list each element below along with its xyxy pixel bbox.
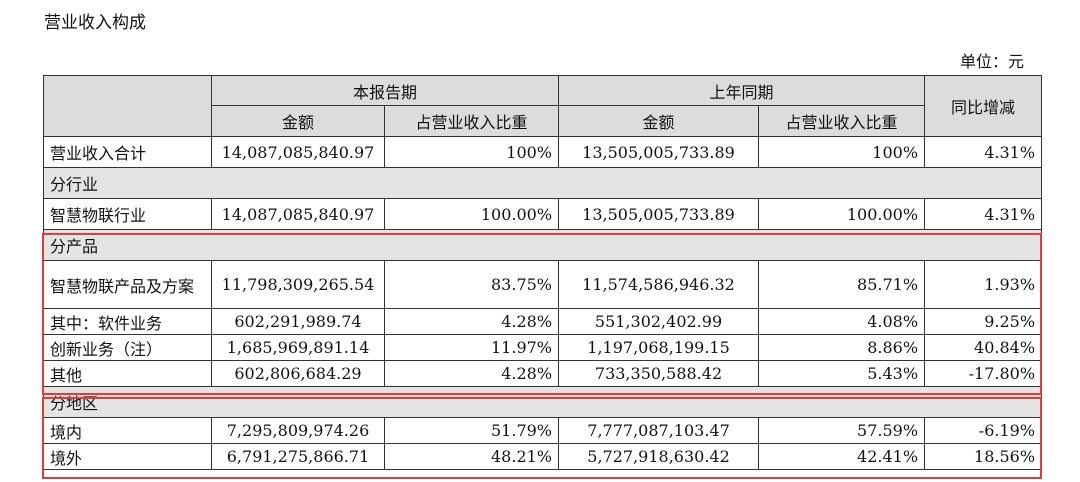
header-yoy: 同比增减 (924, 75, 1043, 137)
revenue-table: 本报告期 上年同期 同比增减 金额 占营业收入比重 金额 占营业收入比重 营业收… (42, 75, 1043, 470)
cur-share-cell: 51.79% (383, 417, 560, 444)
pri-share-cell: 8.86% (758, 334, 926, 361)
table-row: 境外 6,791,275,866.71 48.21% 5,727,918,630.42… (43, 443, 1043, 470)
section-label: 分地区 (42, 386, 1043, 418)
cur-share-cell: 100.00% (383, 198, 560, 230)
header-pri-share: 占营业收入比重 (758, 105, 926, 137)
section-row: 分地区 (42, 386, 1043, 418)
cur-amount-cell: 6,791,275,866.71 (211, 443, 385, 470)
cur-amount-cell: 14,087,085,840.97 (211, 136, 385, 168)
pri-share-cell: 42.41% (758, 443, 926, 470)
pri-amount-cell: 5,727,918,630.42 (558, 443, 760, 470)
row-label: 其中：软件业务 (43, 308, 212, 335)
page-title: 营业收入构成 (44, 13, 146, 33)
row-label: 智慧物联行业 (43, 198, 212, 230)
pri-share-cell: 100% (758, 136, 926, 168)
cur-amount-cell: 602,291,989.74 (211, 308, 385, 335)
row-label: 创新业务（注） (43, 334, 212, 361)
row-label: 境内 (43, 417, 212, 444)
section-label: 分行业 (42, 167, 1043, 199)
table-row: 创新业务（注） 1,685,969,891.14 11.97% 1,197,068,1… (43, 334, 1043, 361)
table-row: 智慧物联产品及方案 11,798,309,265.54 83.75% 11,574,5… (43, 260, 1043, 309)
cur-amount-cell: 11,798,309,265.54 (211, 260, 385, 309)
header-row-2: 金额 占营业收入比重 金额 占营业收入比重 (44, 105, 1042, 137)
pri-amount-cell: 733,350,588.42 (558, 360, 760, 387)
pri-share-cell: 4.08% (758, 308, 926, 335)
cur-share-cell: 4.28% (383, 308, 560, 335)
section-row: 分产品 (42, 229, 1043, 261)
cur-amount-cell: 7,295,809,974.26 (211, 417, 385, 444)
yoy-cell: 18.56% (924, 443, 1043, 470)
cur-amount-cell: 602,806,684.29 (211, 360, 385, 387)
header-row-1: 本报告期 上年同期 同比增减 (43, 75, 1043, 137)
table-row: 其中：软件业务 602,291,989.74 4.28% 551,302,402.99… (43, 308, 1043, 335)
pri-amount-cell: 1,197,068,199.15 (558, 334, 760, 361)
pri-amount-cell: 7,777,087,103.47 (558, 417, 760, 444)
section-row: 分行业 (42, 167, 1043, 199)
unit-label: 单位：元 (959, 52, 1024, 71)
row-label: 境外 (43, 443, 212, 470)
pri-amount-cell: 13,505,005,733.89 (558, 198, 760, 230)
pri-share-cell: 100.00% (758, 198, 926, 230)
table-row: 营业收入合计 14,087,085,840.97 100% 13,505,005,73… (43, 136, 1043, 168)
row-label: 其他 (43, 360, 212, 387)
header-cur-amount: 金额 (211, 105, 385, 137)
cur-share-cell: 4.28% (383, 360, 560, 387)
pri-share-cell: 85.71% (758, 260, 926, 309)
pri-amount-cell: 551,302,402.99 (558, 308, 760, 335)
pri-share-cell: 5.43% (758, 360, 926, 387)
table-row: 境内 7,295,809,974.26 51.79% 7,777,087,103.47… (43, 417, 1043, 444)
yoy-cell: -6.19% (924, 417, 1043, 444)
header-corner (43, 75, 212, 137)
pri-amount-cell: 11,574,586,946.32 (558, 260, 760, 309)
pri-share-cell: 57.59% (758, 417, 926, 444)
row-label: 营业收入合计 (43, 136, 212, 168)
cur-amount-cell: 1,685,969,891.14 (211, 334, 385, 361)
section-label: 分产品 (42, 229, 1043, 261)
yoy-cell: -17.80% (924, 360, 1043, 387)
yoy-cell: 1.93% (924, 260, 1043, 309)
yoy-cell: 4.31% (924, 136, 1043, 168)
header-cur-share: 占营业收入比重 (383, 105, 560, 137)
cur-share-cell: 100% (383, 136, 560, 168)
cur-amount-cell: 14,087,085,840.97 (211, 198, 385, 230)
header-current-period: 本报告期 (210, 75, 560, 106)
cur-share-cell: 48.21% (383, 443, 560, 470)
table-row: 其他 602,806,684.29 4.28% 733,350,588.42 5.43%… (43, 360, 1043, 387)
table-row: 智慧物联行业 14,087,085,840.97 100.00% 13,505,005… (43, 198, 1043, 230)
yoy-cell: 9.25% (924, 308, 1043, 335)
cur-share-cell: 83.75% (383, 260, 560, 309)
yoy-cell: 4.31% (924, 198, 1043, 230)
cur-share-cell: 11.97% (383, 334, 560, 361)
header-pri-amount: 金额 (558, 105, 760, 137)
row-label: 智慧物联产品及方案 (43, 260, 212, 309)
yoy-cell: 40.84% (924, 334, 1043, 361)
pri-amount-cell: 13,505,005,733.89 (558, 136, 760, 168)
header-prior-period: 上年同期 (558, 75, 926, 106)
